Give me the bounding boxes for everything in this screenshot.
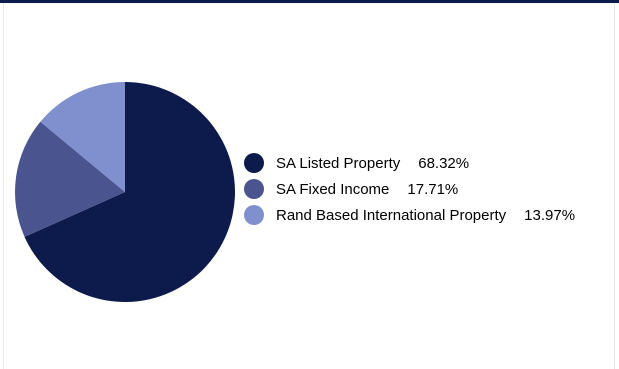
legend-item-rand-based-international-property: Rand Based International Property 13.97% [244,202,614,228]
pie-slice-sa-fixed-income [15,121,126,237]
legend-label-sa-fixed-income: SA Fixed Income [276,180,390,198]
legend-swatch-sa-listed-property [244,153,264,173]
pie-slice-sa-listed-property [24,82,235,302]
legend-value-sa-listed-property: 68.32% [418,154,470,172]
top-border [0,0,619,3]
pie-slice-rand-based-international-property [40,82,125,192]
legend-item-sa-listed-property: SA Listed Property 68.32% [244,150,614,176]
chart-legend: SA Listed Property 68.32% SA Fixed Incom… [244,150,614,228]
legend-swatch-rand-based-international-property [244,205,264,225]
pie-chart [15,82,235,302]
legend-label-sa-listed-property: SA Listed Property [276,154,401,172]
right-border [614,3,615,369]
left-border [3,3,4,369]
legend-label-rand-based-international-property: Rand Based International Property [276,206,507,224]
legend-item-sa-fixed-income: SA Fixed Income 17.71% [244,176,614,202]
legend-value-rand-based-international-property: 13.97% [524,206,576,224]
legend-swatch-sa-fixed-income [244,179,264,199]
legend-value-sa-fixed-income: 17.71% [407,180,459,198]
